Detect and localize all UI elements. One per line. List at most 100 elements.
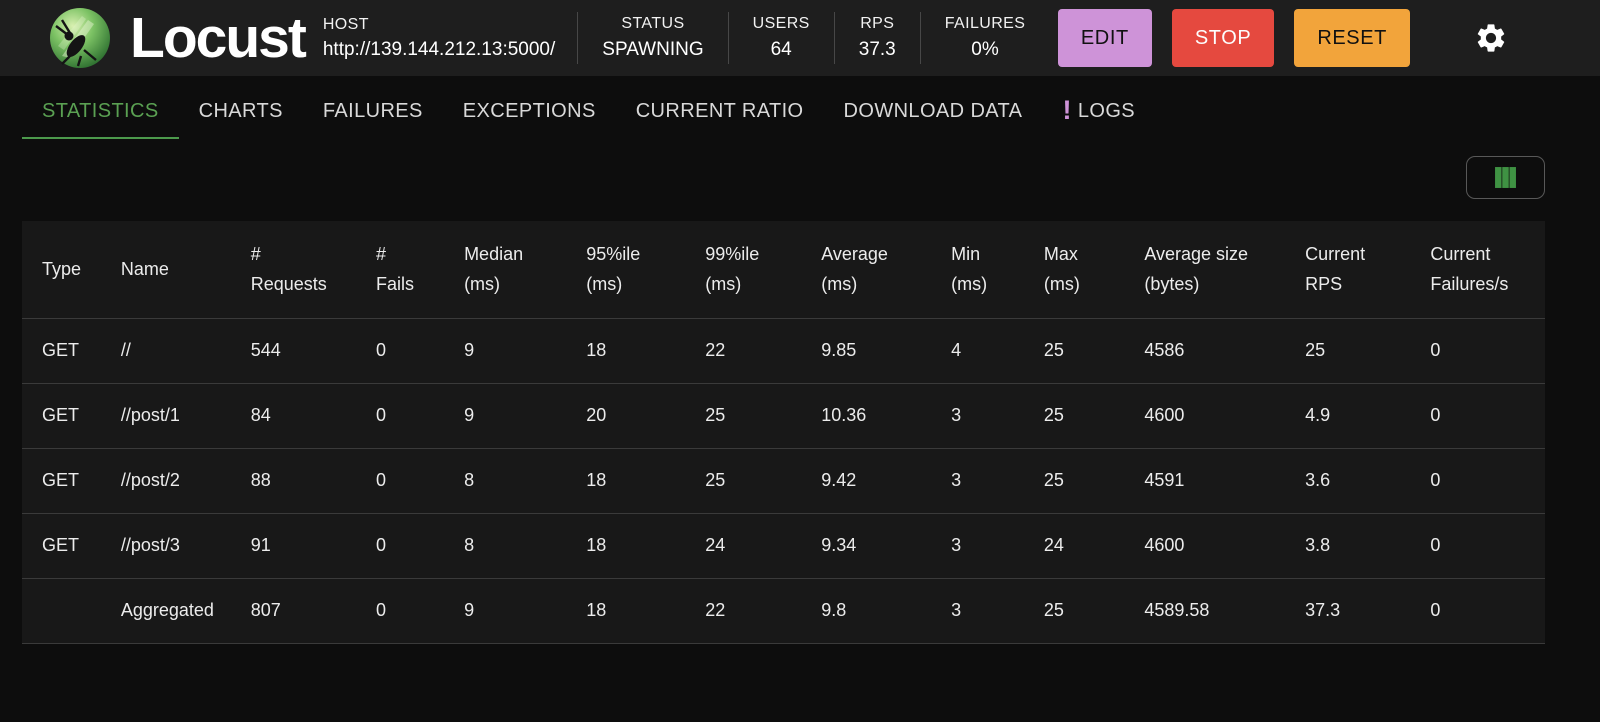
tab-label: CURRENT RATIO	[635, 99, 804, 122]
stats-table-body: GET//544 0 9 18 22 9.85 4 25 4586 25 0 GET//post/1 8…	[22, 318, 1545, 644]
table-row: GET//post/2 88 0 8 18 25 9.42 3 25 4591 3.6 0	[22, 448, 1545, 514]
table-cell-name: Aggregated	[100, 578, 231, 644]
table-cell-avg_size: 4589.58	[1124, 578, 1286, 644]
table-cell-median: 9	[444, 578, 567, 644]
tab-failures[interactable]: FAILURES	[303, 85, 443, 139]
host-label: HOST	[322, 15, 369, 33]
table-cell-type	[22, 578, 101, 644]
tab-download-data[interactable]: DOWNLOAD DATA	[824, 85, 1043, 139]
table-cell-min: 4	[931, 318, 1024, 384]
table-cell-average: 9.34	[801, 513, 932, 579]
table-cell-median: 9	[444, 383, 567, 449]
host-block: HOST http://139.144.212.13:5000/	[323, 16, 555, 61]
table-cell-p95: 18	[566, 578, 686, 644]
table-cell-p99: 25	[685, 383, 802, 449]
tab-label: FAILURES	[322, 99, 423, 122]
host-url: http://139.144.212.13:5000/	[322, 38, 556, 60]
users-value: 64	[770, 39, 792, 60]
table-cell-min: 3	[931, 448, 1024, 514]
table-cell-fails: 0	[355, 448, 445, 514]
table-cell-name: //post/2	[100, 448, 231, 514]
status-label: STATUS	[621, 15, 685, 32]
table-row: GET//544 0 9 18 22 9.85 4 25 4586 25 0	[22, 318, 1545, 384]
status-value: SPAWNING	[602, 39, 704, 60]
table-cell-avg_size: 4591	[1124, 448, 1286, 514]
topbar: Locust HOST http://139.144.212.13:5000/ …	[0, 0, 1600, 76]
users-block: USERS 64	[729, 15, 834, 61]
tab-statistics[interactable]: STATISTICS	[22, 85, 179, 139]
table-cell-current_rps: 4.9	[1285, 383, 1411, 449]
table-cell-average: 9.85	[801, 318, 932, 384]
rps-value: 37.3	[858, 39, 896, 60]
stop-button[interactable]: STOP	[1171, 9, 1275, 67]
table-cell-average: 9.42	[801, 448, 932, 514]
table-cell-type: GET	[22, 448, 101, 514]
table-row-aggregated: Aggregated 807 0 9 18 22 9.8 3 25 4589.58 37.3 0	[22, 578, 1545, 644]
gear-icon	[1477, 24, 1505, 52]
table-cell-min: 3	[931, 513, 1024, 579]
column-header-max: Max (ms)	[1023, 221, 1125, 319]
table-cell-current_failures: 0	[1410, 578, 1545, 644]
edit-button[interactable]: EDIT	[1057, 9, 1152, 67]
users-label: USERS	[752, 15, 810, 32]
table-cell-median: 9	[444, 318, 567, 384]
column-header-p95: 95%ile (ms)	[566, 221, 686, 319]
failures-label: FAILURES	[944, 15, 1026, 32]
tab-label: EXCEPTIONS	[462, 99, 596, 122]
table-cell-current_rps: 25	[1285, 318, 1411, 384]
table-cell-type: GET	[22, 318, 101, 384]
view-columns-icon	[1495, 167, 1516, 188]
tab-logs[interactable]: ! LOGS	[1042, 85, 1155, 139]
reset-button[interactable]: RESET	[1294, 9, 1410, 67]
table-cell-current_failures: 0	[1410, 383, 1545, 449]
settings-button[interactable]	[1474, 21, 1508, 55]
failures-block: FAILURES 0%	[921, 15, 1050, 61]
table-cell-p99: 22	[685, 318, 802, 384]
table-cell-p99: 25	[685, 448, 802, 514]
tab-current-ratio[interactable]: CURRENT RATIO	[616, 85, 824, 139]
table-cell-avg_size: 4600	[1124, 513, 1286, 579]
table-cell-max: 25	[1023, 448, 1125, 514]
statistics-table-container: Type Name # Requests # Fails Median (ms) 95%i…	[22, 221, 1545, 644]
table-row: GET//post/3 91 0 8 18 24 9.34 3 24 4600 3.8 0	[22, 513, 1545, 579]
column-header-min: Min (ms)	[931, 221, 1024, 319]
locust-logo-icon	[50, 8, 110, 68]
table-cell-requests: 91	[230, 513, 356, 579]
rps-label: RPS	[860, 15, 895, 32]
table-cell-max: 24	[1023, 513, 1125, 579]
column-header-avg_size: Average size (bytes)	[1124, 221, 1286, 319]
view-columns-button[interactable]	[1466, 156, 1545, 199]
stats-table-head-row: Type Name # Requests # Fails Median (ms) 95%i…	[22, 221, 1545, 319]
table-cell-fails: 0	[355, 383, 445, 449]
table-cell-p99: 22	[685, 578, 802, 644]
table-cell-p95: 18	[566, 448, 686, 514]
table-cell-p95: 20	[566, 383, 686, 449]
table-cell-median: 8	[444, 513, 567, 579]
table-cell-requests: 544	[230, 318, 356, 384]
divider	[833, 12, 835, 64]
failures-value: 0%	[971, 39, 999, 60]
table-cell-name: //post/3	[100, 513, 231, 579]
column-header-median: Median (ms)	[444, 221, 567, 319]
app-title: Locust	[130, 5, 307, 70]
divider	[727, 12, 729, 64]
table-cell-median: 8	[444, 448, 567, 514]
divider	[919, 12, 921, 64]
table-cell-max: 25	[1023, 383, 1125, 449]
table-cell-current_rps: 37.3	[1285, 578, 1411, 644]
table-cell-max: 25	[1023, 318, 1125, 384]
column-header-name: Name	[100, 221, 231, 319]
tab-exceptions[interactable]: EXCEPTIONS	[443, 85, 616, 139]
tab-charts[interactable]: CHARTS	[179, 85, 303, 139]
rps-block: RPS 37.3	[835, 15, 920, 61]
column-header-fails: # Fails	[355, 221, 445, 319]
column-header-average: Average (ms)	[801, 221, 932, 319]
tab-bar: STATISTICS CHARTS FAILURES EXCEPTIONS CU…	[0, 85, 1600, 139]
table-cell-fails: 0	[355, 318, 445, 384]
tab-label: DOWNLOAD DATA	[843, 99, 1023, 122]
statistics-table: Type Name # Requests # Fails Median (ms) 95%i…	[22, 221, 1545, 644]
table-cell-current_rps: 3.8	[1285, 513, 1411, 579]
table-cell-type: GET	[22, 383, 101, 449]
table-cell-avg_size: 4586	[1124, 318, 1286, 384]
